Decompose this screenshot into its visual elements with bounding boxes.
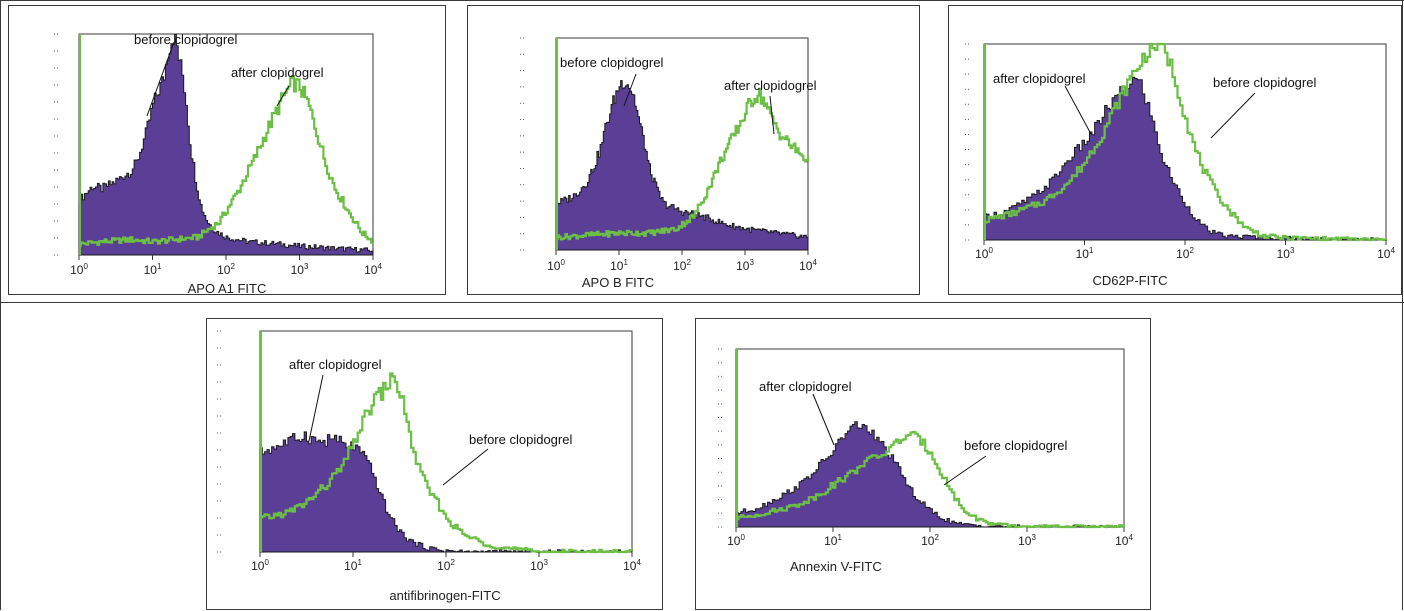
x-tick-label: 104 [1115,533,1133,548]
annotation-label: before clopidogrel [469,432,572,447]
right-border-line [1402,0,1403,610]
histogram-panel-annexin-v: 100 101 102 103 104 after clopidogrel before… [695,318,1151,610]
x-tick-label: 100 [547,258,565,273]
histogram-plot-antifibrinogen: 100 101 102 103 104 after clopidogrel before… [217,330,641,603]
series-outline-histogram [556,87,810,241]
x-tick-label: 101 [144,262,162,277]
annotation-leader-line [943,455,987,486]
annotation-leader-line [1064,85,1092,135]
x-tick-label: 101 [344,558,362,573]
histogram-panel-antifibrinogen: 100 101 102 103 104 after clopidogrel before… [206,318,663,610]
histogram-plot-apo-b: 100 101 102 103 104 before clopidogrel after… [520,37,817,290]
annotation-label: after clopidogrel [759,379,852,394]
annotation-leader-line [442,448,489,486]
histogram-panel-cd62p: 100 101 102 103 104 after clopidogrel before… [948,5,1402,295]
x-axis-title: APO B FITC [582,275,654,290]
x-tick-label: 103 [530,558,548,573]
x-tick-label: 102 [437,558,455,573]
series-filled-histogram [78,33,374,256]
x-axis-title: CD62P-FITC [1092,273,1167,288]
series-outline-histogram [260,372,634,554]
annotation-leader-line [623,73,637,107]
annotation-leader-line [308,374,324,442]
x-axis-title: antifibrinogen-FITC [389,588,500,603]
histogram-plot-annexin-v: 100 101 102 103 104 after clopidogrel before… [718,348,1133,574]
x-tick-label: 102 [217,262,235,277]
annotation-leader-line [769,95,775,135]
annotation-leader-line [146,41,175,117]
x-tick-label: 100 [251,558,269,573]
x-tick-label: 101 [610,258,628,273]
left-border-line [0,0,1,610]
annotation-leader-line [812,393,835,446]
x-axis-title: APO A1 FITC [188,281,267,296]
annotation-label: after clopidogrel [289,357,382,372]
x-tick-label: 103 [736,258,754,273]
histogram-panel-apo-a1: 100 101 102 103 104 before clopidogrel after… [8,5,446,296]
x-tick-label: 100 [727,533,745,548]
x-tick-label: 100 [70,262,88,277]
x-axis-title: Annexin V-FITC [790,559,882,574]
annotation-label: after clopidogrel [724,78,817,93]
x-tick-label: 103 [1018,533,1036,548]
annotation-leader-line [276,85,290,107]
annotation-label: before clopidogrel [134,32,237,47]
annotation-label: before clopidogrel [964,438,1067,453]
row-separator-line [0,302,1404,303]
series-outline-histogram [736,431,1126,529]
x-tick-label: 102 [1176,246,1194,261]
histogram-plot-apo-a1: 100 101 102 103 104 before clopidogrel after… [54,32,382,296]
annotation-label: before clopidogrel [560,55,663,70]
x-tick-label: 104 [623,558,641,573]
x-tick-label: 104 [1377,246,1395,261]
x-tick-label: 100 [975,246,993,261]
x-tick-label: 104 [799,258,817,273]
x-tick-label: 102 [673,258,691,273]
top-separator-line [0,0,1404,1]
histogram-layer: 100 101 102 103 104 [54,33,382,277]
histogram-layer: 100 101 102 103 104 [965,42,1395,261]
series-outline-histogram [984,42,1388,242]
x-tick-label: 101 [824,533,842,548]
series-filled-histogram [983,76,1386,241]
x-tick-label: 101 [1076,246,1094,261]
series-outline-histogram [79,74,375,247]
x-tick-label: 103 [291,262,309,277]
histogram-layer: 100 101 102 103 104 [217,330,641,573]
histogram-panel-apo-b: 100 101 102 103 104 before clopidogrel after… [467,5,920,295]
annotation-label: after clopidogrel [231,65,324,80]
x-tick-label: 104 [364,262,382,277]
histogram-layer: 100 101 102 103 104 [718,348,1133,548]
histogram-plot-cd62p: 100 101 102 103 104 after clopidogrel before… [965,42,1395,288]
annotation-label: after clopidogrel [993,71,1086,86]
series-filled-histogram [555,80,809,251]
x-tick-label: 102 [921,533,939,548]
histogram-layer: 100 101 102 103 104 [520,37,817,273]
x-tick-label: 103 [1277,246,1295,261]
series-filled-histogram [259,431,633,553]
annotation-label: before clopidogrel [1213,75,1316,90]
annotation-leader-line [1210,92,1256,139]
